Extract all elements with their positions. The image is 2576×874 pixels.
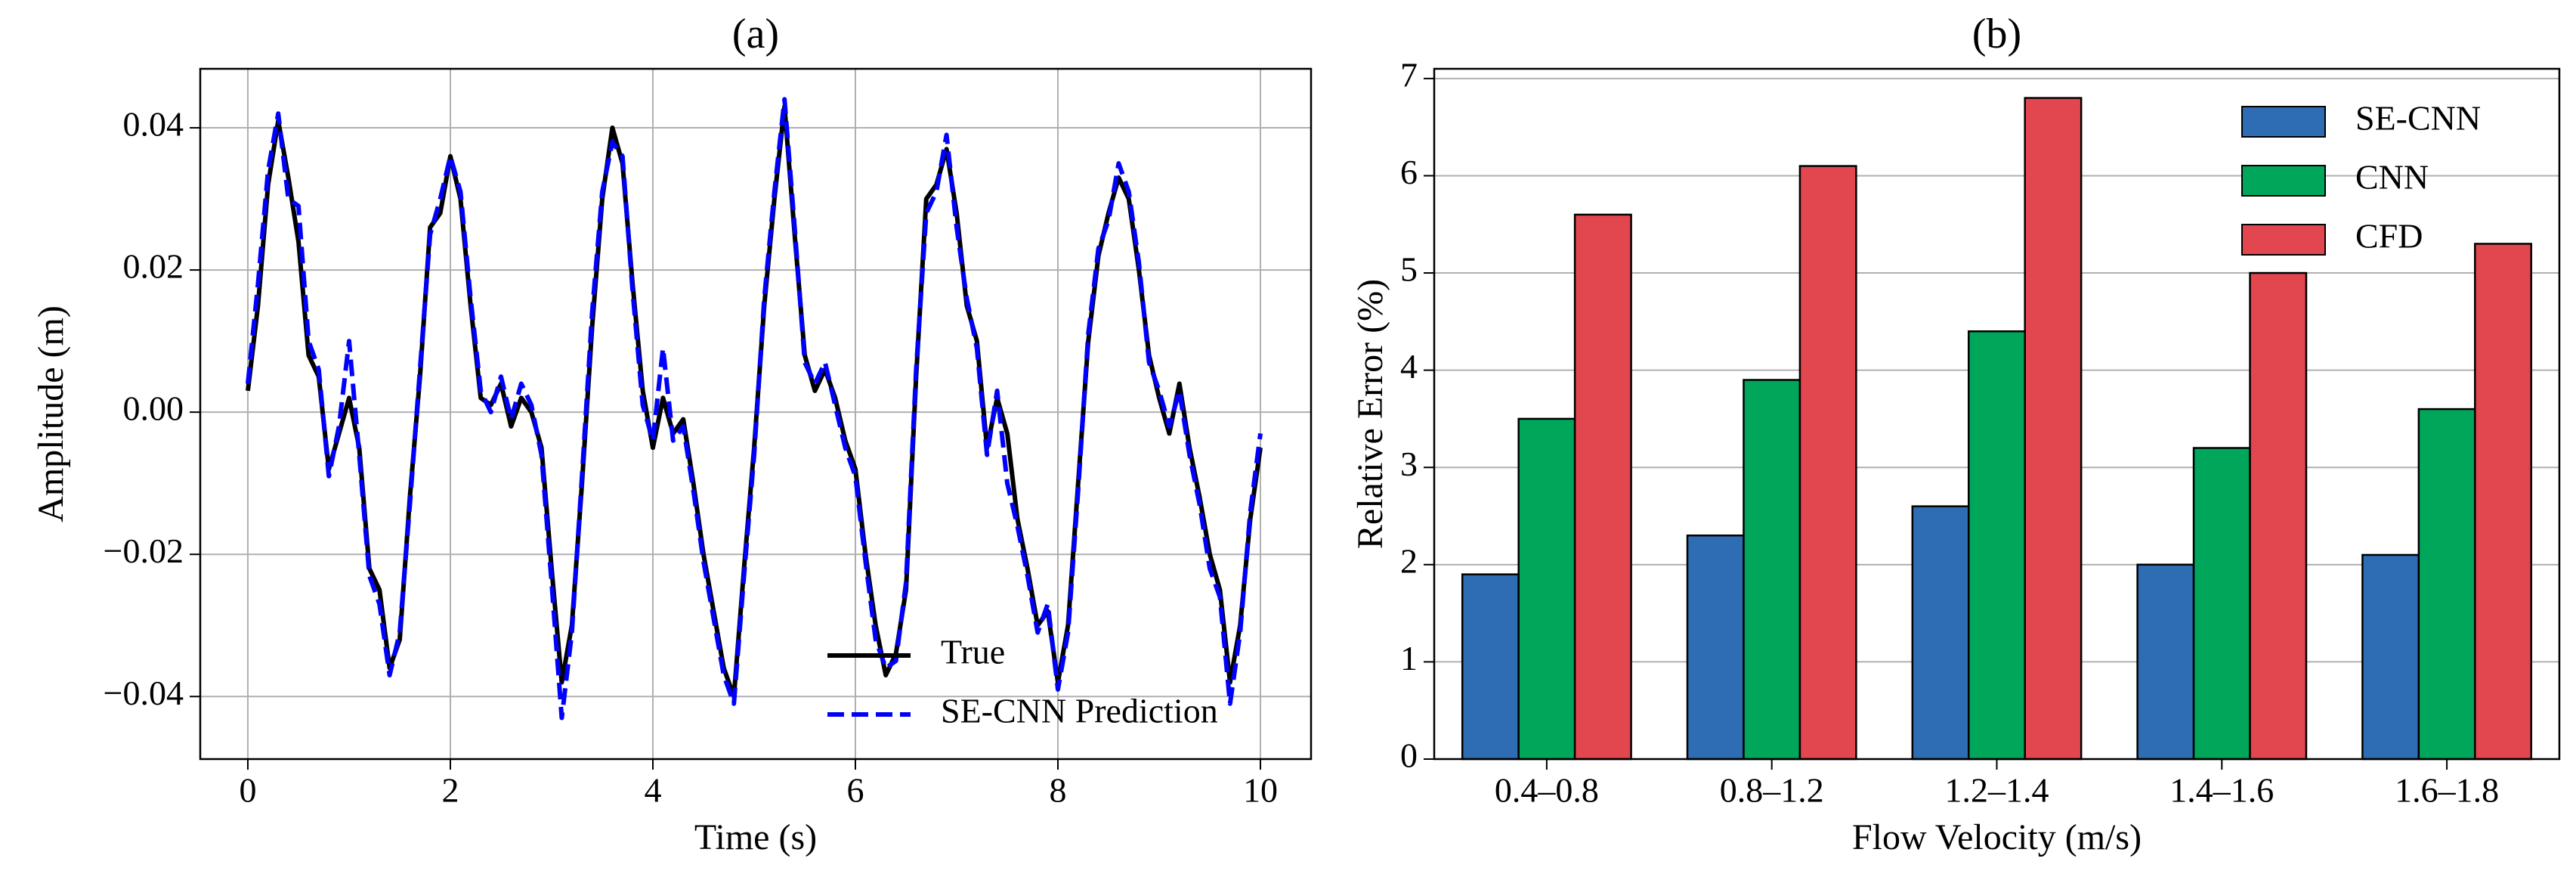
x-tick-label: 1.4–1.6 [2169,771,2274,810]
bar [1517,417,1576,761]
y-tick-label: 0.02 [123,247,184,286]
bar [2192,447,2251,761]
bar [2249,271,2308,761]
data-line [246,97,1263,721]
y-tick-label: 7 [1400,55,1418,94]
legend-swatch [2241,165,2326,197]
bar [2417,408,2476,761]
x-tick-label: 8 [1049,771,1066,810]
axes-frame [199,67,1313,761]
legend-label: SE-CNN [2355,99,2481,138]
bar [1686,534,1745,761]
legend-label: CNN [2355,158,2429,197]
y-tick-label: 0.00 [123,389,184,428]
y-tick-label: −0.02 [104,532,184,570]
bar [1968,330,2026,761]
y-tick-label: 0.04 [123,105,184,144]
bar [1911,505,1970,761]
y-axis-label: Relative Error (%) [1350,279,1390,549]
bar [2361,553,2420,761]
axes-frame [1433,67,2561,761]
legend-swatch [2241,224,2326,256]
x-axis-label: Flow Velocity (m/s) [1852,817,2142,857]
bar [1461,573,1520,761]
x-tick-label: 0.8–1.2 [1720,771,1824,810]
x-tick-label: 6 [846,771,864,810]
y-tick-label: 2 [1400,541,1418,580]
y-tick-label: −0.04 [104,674,184,712]
bar [2024,97,2083,761]
data-line [246,104,1263,699]
x-tick-label: 1.2–1.4 [1945,771,2049,810]
y-tick-label: 1 [1400,639,1418,677]
y-tick-label: 0 [1400,736,1418,775]
panel: (b) Flow Velocity (m/s) Relative Error (%)… [1350,11,2561,857]
y-tick-label: 5 [1400,250,1418,289]
x-tick-label: 0.4–0.8 [1495,771,1599,810]
legend-label: True [941,633,1005,671]
chart-title: (a) [732,11,779,57]
legend-swatch [2241,106,2326,138]
bar [1573,213,1632,761]
x-axis-label: Time (s) [694,817,817,857]
y-tick-label: 4 [1400,347,1418,386]
x-tick-label: 2 [441,771,459,810]
bar [1743,379,1801,761]
panel: (a) Time (s) Amplitude (m) −0.04 −0.02 0.00 0.… [31,11,1313,857]
legend-label: CFD [2355,217,2423,256]
bar [2136,563,2195,761]
y-tick-label: 3 [1400,445,1418,483]
x-tick-label: 0 [239,771,256,810]
x-tick-label: 1.6–1.8 [2395,771,2499,810]
y-tick-label: 6 [1400,153,1418,191]
legend-label: SE-CNN Prediction [941,692,1218,730]
bar [1798,165,1857,761]
bar [2474,243,2533,761]
chart-title: (b) [1972,11,2021,57]
x-tick-label: 4 [644,771,661,810]
x-tick-label: 10 [1243,771,1278,810]
y-axis-label: Amplitude (m) [31,305,71,522]
